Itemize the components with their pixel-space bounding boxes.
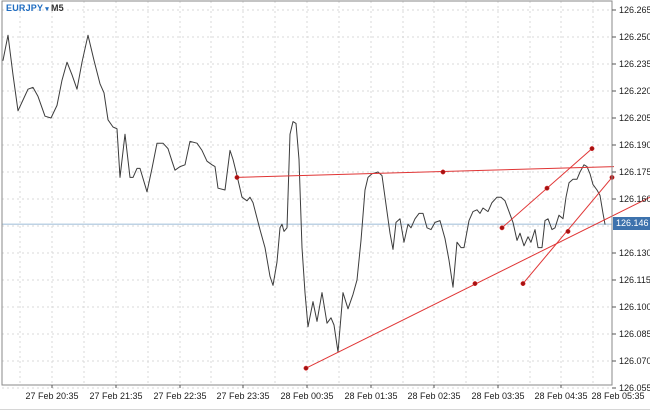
- trendline-anchor-dot[interactable]: [234, 174, 240, 180]
- time-axis-label: 28 Feb 03:35: [471, 391, 525, 401]
- trendline-anchor-dot[interactable]: [472, 281, 478, 287]
- trendline-anchor-dot[interactable]: [520, 281, 526, 287]
- time-axis-label: 27 Feb 23:35: [216, 391, 270, 401]
- price-axis-label: 126.265: [619, 5, 650, 15]
- trendline-anchor-dot[interactable]: [303, 365, 309, 371]
- trendline-anchor-dot[interactable]: [589, 146, 595, 152]
- price-line-series: [2, 34, 606, 353]
- symbol-timeframe-selector[interactable]: EURJPY ▾ M5: [6, 3, 64, 13]
- trendline-anchor-dot[interactable]: [440, 169, 446, 175]
- price-axis-label: 126.130: [619, 248, 650, 258]
- price-axis-label: 126.115: [619, 275, 650, 285]
- price-axis-label: 126.160: [619, 194, 650, 204]
- time-axis-label: 28 Feb 02:35: [407, 391, 461, 401]
- trendline-support-ray[interactable]: [305, 196, 650, 369]
- time-axis-label: 27 Feb 22:35: [153, 391, 207, 401]
- price-axis-label: 126.235: [619, 59, 650, 69]
- time-axis-label: 28 Feb 04:35: [534, 391, 588, 401]
- time-axis-label: 28 Feb 01:35: [344, 391, 398, 401]
- price-axis-label: 126.205: [619, 113, 650, 123]
- trendline-anchor-dot[interactable]: [565, 228, 571, 234]
- current-price-tag: 126.146: [613, 217, 650, 231]
- trendline-anchor-dot[interactable]: [544, 185, 550, 191]
- trendline-resistance[interactable]: [236, 166, 615, 178]
- price-axis-label: 126.055: [619, 383, 650, 393]
- price-axis-label: 126.175: [619, 167, 650, 177]
- price-axis-label: 126.070: [619, 356, 650, 366]
- symbol-label[interactable]: EURJPY: [6, 3, 44, 13]
- current-price-label: 126.146: [616, 218, 649, 229]
- price-axis-label: 126.220: [619, 86, 650, 96]
- dropdown-icon[interactable]: ▾: [45, 6, 49, 13]
- timeframe-label: M5: [50, 3, 64, 13]
- price-axis-label: 126.190: [619, 140, 650, 150]
- price-axis-label: 126.100: [619, 302, 650, 312]
- time-axis-label: 27 Feb 20:35: [25, 391, 79, 401]
- trendline-anchor-dot[interactable]: [499, 225, 505, 231]
- time-axis-label: 27 Feb 21:35: [89, 391, 143, 401]
- price-axis-label: 126.250: [619, 32, 650, 42]
- price-axis-label: 126.085: [619, 329, 650, 339]
- time-axis-label: 28 Feb 05:35: [591, 391, 645, 401]
- time-axis-label: 28 Feb 00:35: [280, 391, 334, 401]
